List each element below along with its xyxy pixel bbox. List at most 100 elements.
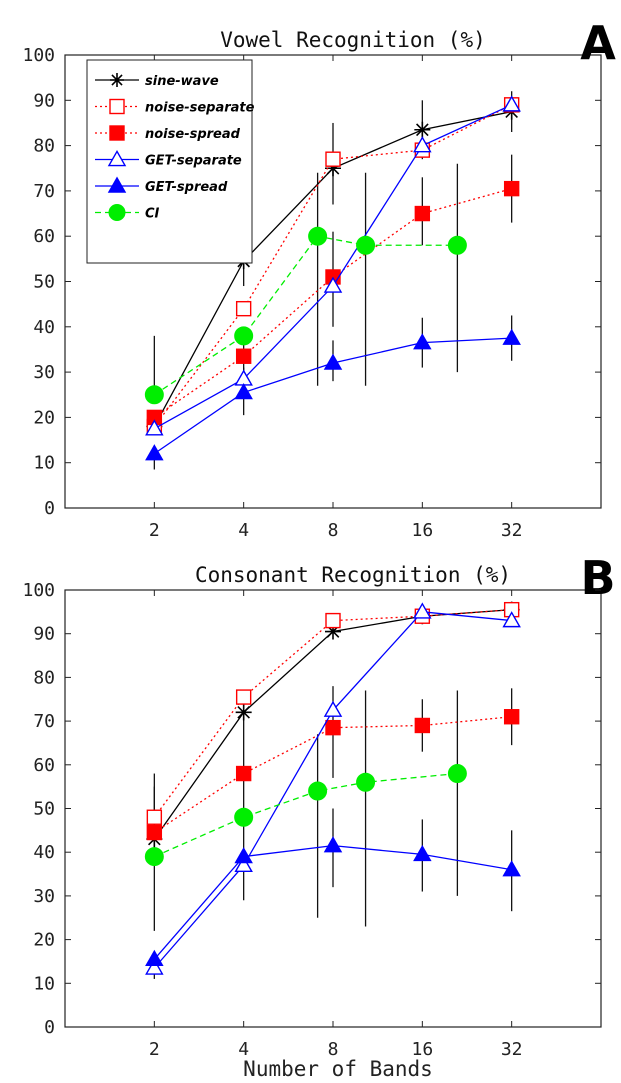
data-point — [235, 348, 252, 364]
data-point — [356, 772, 376, 792]
data-point — [502, 611, 521, 628]
data-point — [414, 205, 431, 222]
panel-b: Consonant Recognition (%) B 0 10 20 30 40 50 60 7… — [22, 551, 615, 1060]
x-tick-label: 2 — [149, 1039, 160, 1060]
x-tick-label: 8 — [328, 520, 339, 541]
x-tick-label: 32 — [501, 1039, 523, 1060]
data-point — [413, 136, 432, 153]
data-point — [325, 151, 341, 167]
y-tick-label: 80 — [33, 667, 55, 688]
data-point — [447, 235, 467, 255]
data-point — [144, 847, 164, 867]
data-point — [502, 328, 521, 345]
data-point — [234, 847, 253, 864]
data-point — [325, 612, 341, 629]
data-point — [502, 860, 521, 877]
data-point — [502, 95, 521, 112]
panel-a: Vowel Recognition (%) A 0 10 20 30 40 50 60 70 80 9… — [22, 16, 616, 541]
data-point — [323, 700, 343, 717]
y-tick-label: 20 — [33, 930, 55, 951]
x-tick-label: 2 — [149, 520, 160, 541]
legend-marker — [110, 73, 124, 87]
series-line — [153, 611, 512, 969]
y-tick-label: 0 — [44, 498, 55, 519]
data-point — [235, 704, 252, 721]
data-point — [503, 709, 520, 725]
data-point — [308, 226, 328, 246]
data-point — [356, 235, 376, 255]
series-line — [153, 716, 512, 834]
y-tick-label: 100 — [22, 580, 55, 601]
data-point — [144, 385, 164, 405]
y-tick-label: 70 — [33, 181, 55, 202]
panel-label: A — [580, 16, 616, 70]
y-tick-label: 50 — [33, 272, 55, 293]
legend-label: GET-spread — [145, 180, 228, 195]
y-tick-label: 60 — [33, 755, 55, 776]
data-point — [146, 824, 163, 841]
chart-title: Vowel Recognition (%) — [220, 28, 486, 52]
data-point — [145, 958, 164, 975]
series-line — [154, 772, 458, 858]
data-point — [413, 333, 432, 350]
y-tick-label: 0 — [44, 1017, 55, 1038]
data-point — [503, 180, 520, 197]
y-tick-label: 10 — [33, 973, 55, 994]
legend-marker — [107, 150, 127, 167]
legend-marker — [107, 176, 127, 193]
y-tick-label: 20 — [33, 407, 55, 428]
data-point — [235, 765, 252, 782]
data-point — [323, 353, 343, 370]
x-tick-label: 16 — [411, 1039, 433, 1060]
data-point — [447, 764, 467, 784]
data-point — [414, 717, 431, 734]
data-point — [145, 419, 164, 436]
y-tick-label: 30 — [33, 362, 55, 383]
data-point — [414, 121, 431, 138]
x-tick-label: 32 — [501, 520, 523, 541]
legend-label: GET-separate — [145, 154, 242, 169]
data-point — [308, 781, 328, 801]
x-tick-label: 8 — [328, 1039, 339, 1060]
data-point — [413, 844, 432, 862]
data-point — [323, 276, 343, 293]
y-tick-label: 100 — [22, 45, 55, 66]
data-point — [146, 809, 163, 825]
data-point — [325, 160, 341, 177]
data-point — [234, 326, 254, 346]
data-point — [234, 383, 253, 400]
series-line — [153, 609, 512, 818]
legend-label: noise-spread — [145, 127, 241, 142]
y-tick-label: 90 — [33, 624, 55, 645]
x-tick-label: 4 — [238, 520, 249, 541]
x-tick-label: 16 — [411, 520, 433, 541]
data-point — [413, 602, 432, 619]
y-tick-label: 70 — [33, 711, 55, 732]
legend-marker — [109, 125, 125, 141]
data-point — [235, 300, 252, 317]
data-point — [323, 836, 343, 853]
y-tick-label: 80 — [33, 136, 55, 157]
legend-label: CI — [145, 207, 160, 222]
legend-label: noise-separate — [145, 101, 255, 116]
y-tick-label: 40 — [33, 842, 55, 863]
chart-title: Consonant Recognition (%) — [195, 563, 511, 587]
panel-label: B — [580, 551, 615, 605]
data-point — [234, 855, 253, 873]
y-tick-label: 10 — [33, 453, 55, 474]
y-tick-label: 90 — [33, 90, 55, 111]
data-point — [325, 719, 341, 736]
x-tick-label: 4 — [238, 1039, 249, 1060]
data-point — [325, 623, 341, 640]
y-tick-label: 60 — [33, 226, 55, 247]
legend: sine-wave noise-separate noise-spread GET-s… — [86, 59, 255, 264]
data-point — [234, 807, 254, 827]
y-tick-label: 50 — [33, 799, 55, 820]
legend-marker — [109, 98, 125, 115]
y-tick-label: 30 — [33, 886, 55, 907]
legend-marker — [108, 204, 126, 221]
data-point — [145, 949, 164, 967]
legend-label: sine-wave — [145, 74, 219, 89]
y-tick-label: 40 — [33, 317, 55, 338]
